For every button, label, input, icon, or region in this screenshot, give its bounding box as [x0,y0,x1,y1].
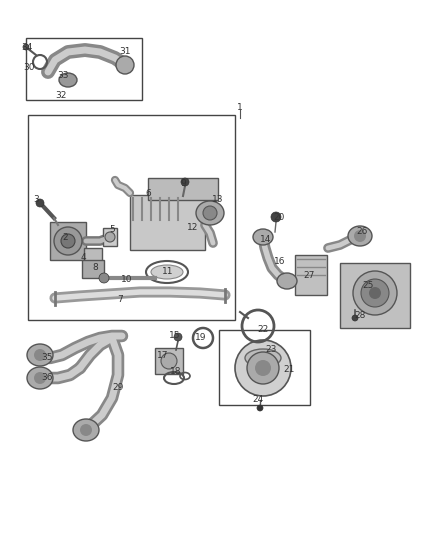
Circle shape [161,353,177,369]
Text: 16: 16 [274,257,286,266]
Text: 25: 25 [362,280,374,289]
Text: 27: 27 [303,271,314,279]
Text: 22: 22 [258,326,268,335]
Bar [130,195,205,250]
Circle shape [369,287,381,299]
Text: 21: 21 [283,366,295,375]
Bar [84,248,102,272]
Text: 24: 24 [252,395,264,405]
Ellipse shape [348,226,372,246]
Bar [295,255,327,295]
Circle shape [361,279,389,307]
Circle shape [34,372,46,384]
Text: 6: 6 [145,189,151,198]
Circle shape [61,234,75,248]
Ellipse shape [27,367,53,389]
Text: 18: 18 [170,367,182,376]
Text: 17: 17 [157,351,169,359]
Circle shape [353,271,397,315]
Circle shape [54,227,82,255]
Text: 20: 20 [273,213,285,222]
Text: 34: 34 [21,44,33,52]
Text: 5: 5 [109,225,115,235]
Text: 11: 11 [162,268,174,277]
Text: 32: 32 [55,91,67,100]
Text: 3: 3 [33,196,39,205]
Text: 12: 12 [187,223,199,232]
Circle shape [34,349,46,361]
Bar [26,38,142,100]
Bar [340,263,410,328]
Circle shape [257,405,263,411]
Text: 33: 33 [57,70,69,79]
Circle shape [354,230,366,242]
Bar [50,222,86,260]
Circle shape [181,178,189,186]
Text: 28: 28 [354,311,366,319]
Bar [82,260,104,278]
Text: 8: 8 [92,263,98,272]
Ellipse shape [196,201,224,225]
Text: 1: 1 [237,103,243,112]
Text: 10: 10 [121,276,133,285]
Text: 4: 4 [80,253,86,262]
Ellipse shape [116,56,134,74]
Circle shape [99,273,109,283]
Text: 29: 29 [112,384,124,392]
Circle shape [271,212,281,222]
Circle shape [36,199,44,207]
Circle shape [352,315,358,321]
Text: 13: 13 [212,196,224,205]
Circle shape [23,44,29,50]
Text: 31: 31 [119,47,131,56]
Ellipse shape [245,349,281,367]
Text: 9: 9 [180,179,186,188]
Text: 36: 36 [41,374,53,383]
Text: 19: 19 [195,333,207,342]
Ellipse shape [27,344,53,366]
Circle shape [203,206,217,220]
Circle shape [80,424,92,436]
Circle shape [235,340,291,396]
Ellipse shape [73,419,99,441]
Bar [148,178,218,200]
Bar [155,348,183,374]
Bar [103,228,117,246]
Text: 7: 7 [117,295,123,304]
Circle shape [255,360,271,376]
Ellipse shape [253,229,273,245]
Ellipse shape [105,232,115,242]
Circle shape [174,333,182,341]
Text: 23: 23 [265,345,277,354]
Ellipse shape [59,73,77,87]
Bar [28,115,235,320]
Ellipse shape [151,265,183,279]
Text: 15: 15 [169,332,181,341]
Circle shape [247,352,279,384]
Text: 30: 30 [23,62,35,71]
Text: 26: 26 [356,228,367,237]
Bar [219,330,310,405]
Text: 35: 35 [41,353,53,362]
Ellipse shape [277,273,297,289]
Text: 2: 2 [62,232,68,241]
Text: 14: 14 [260,236,272,245]
